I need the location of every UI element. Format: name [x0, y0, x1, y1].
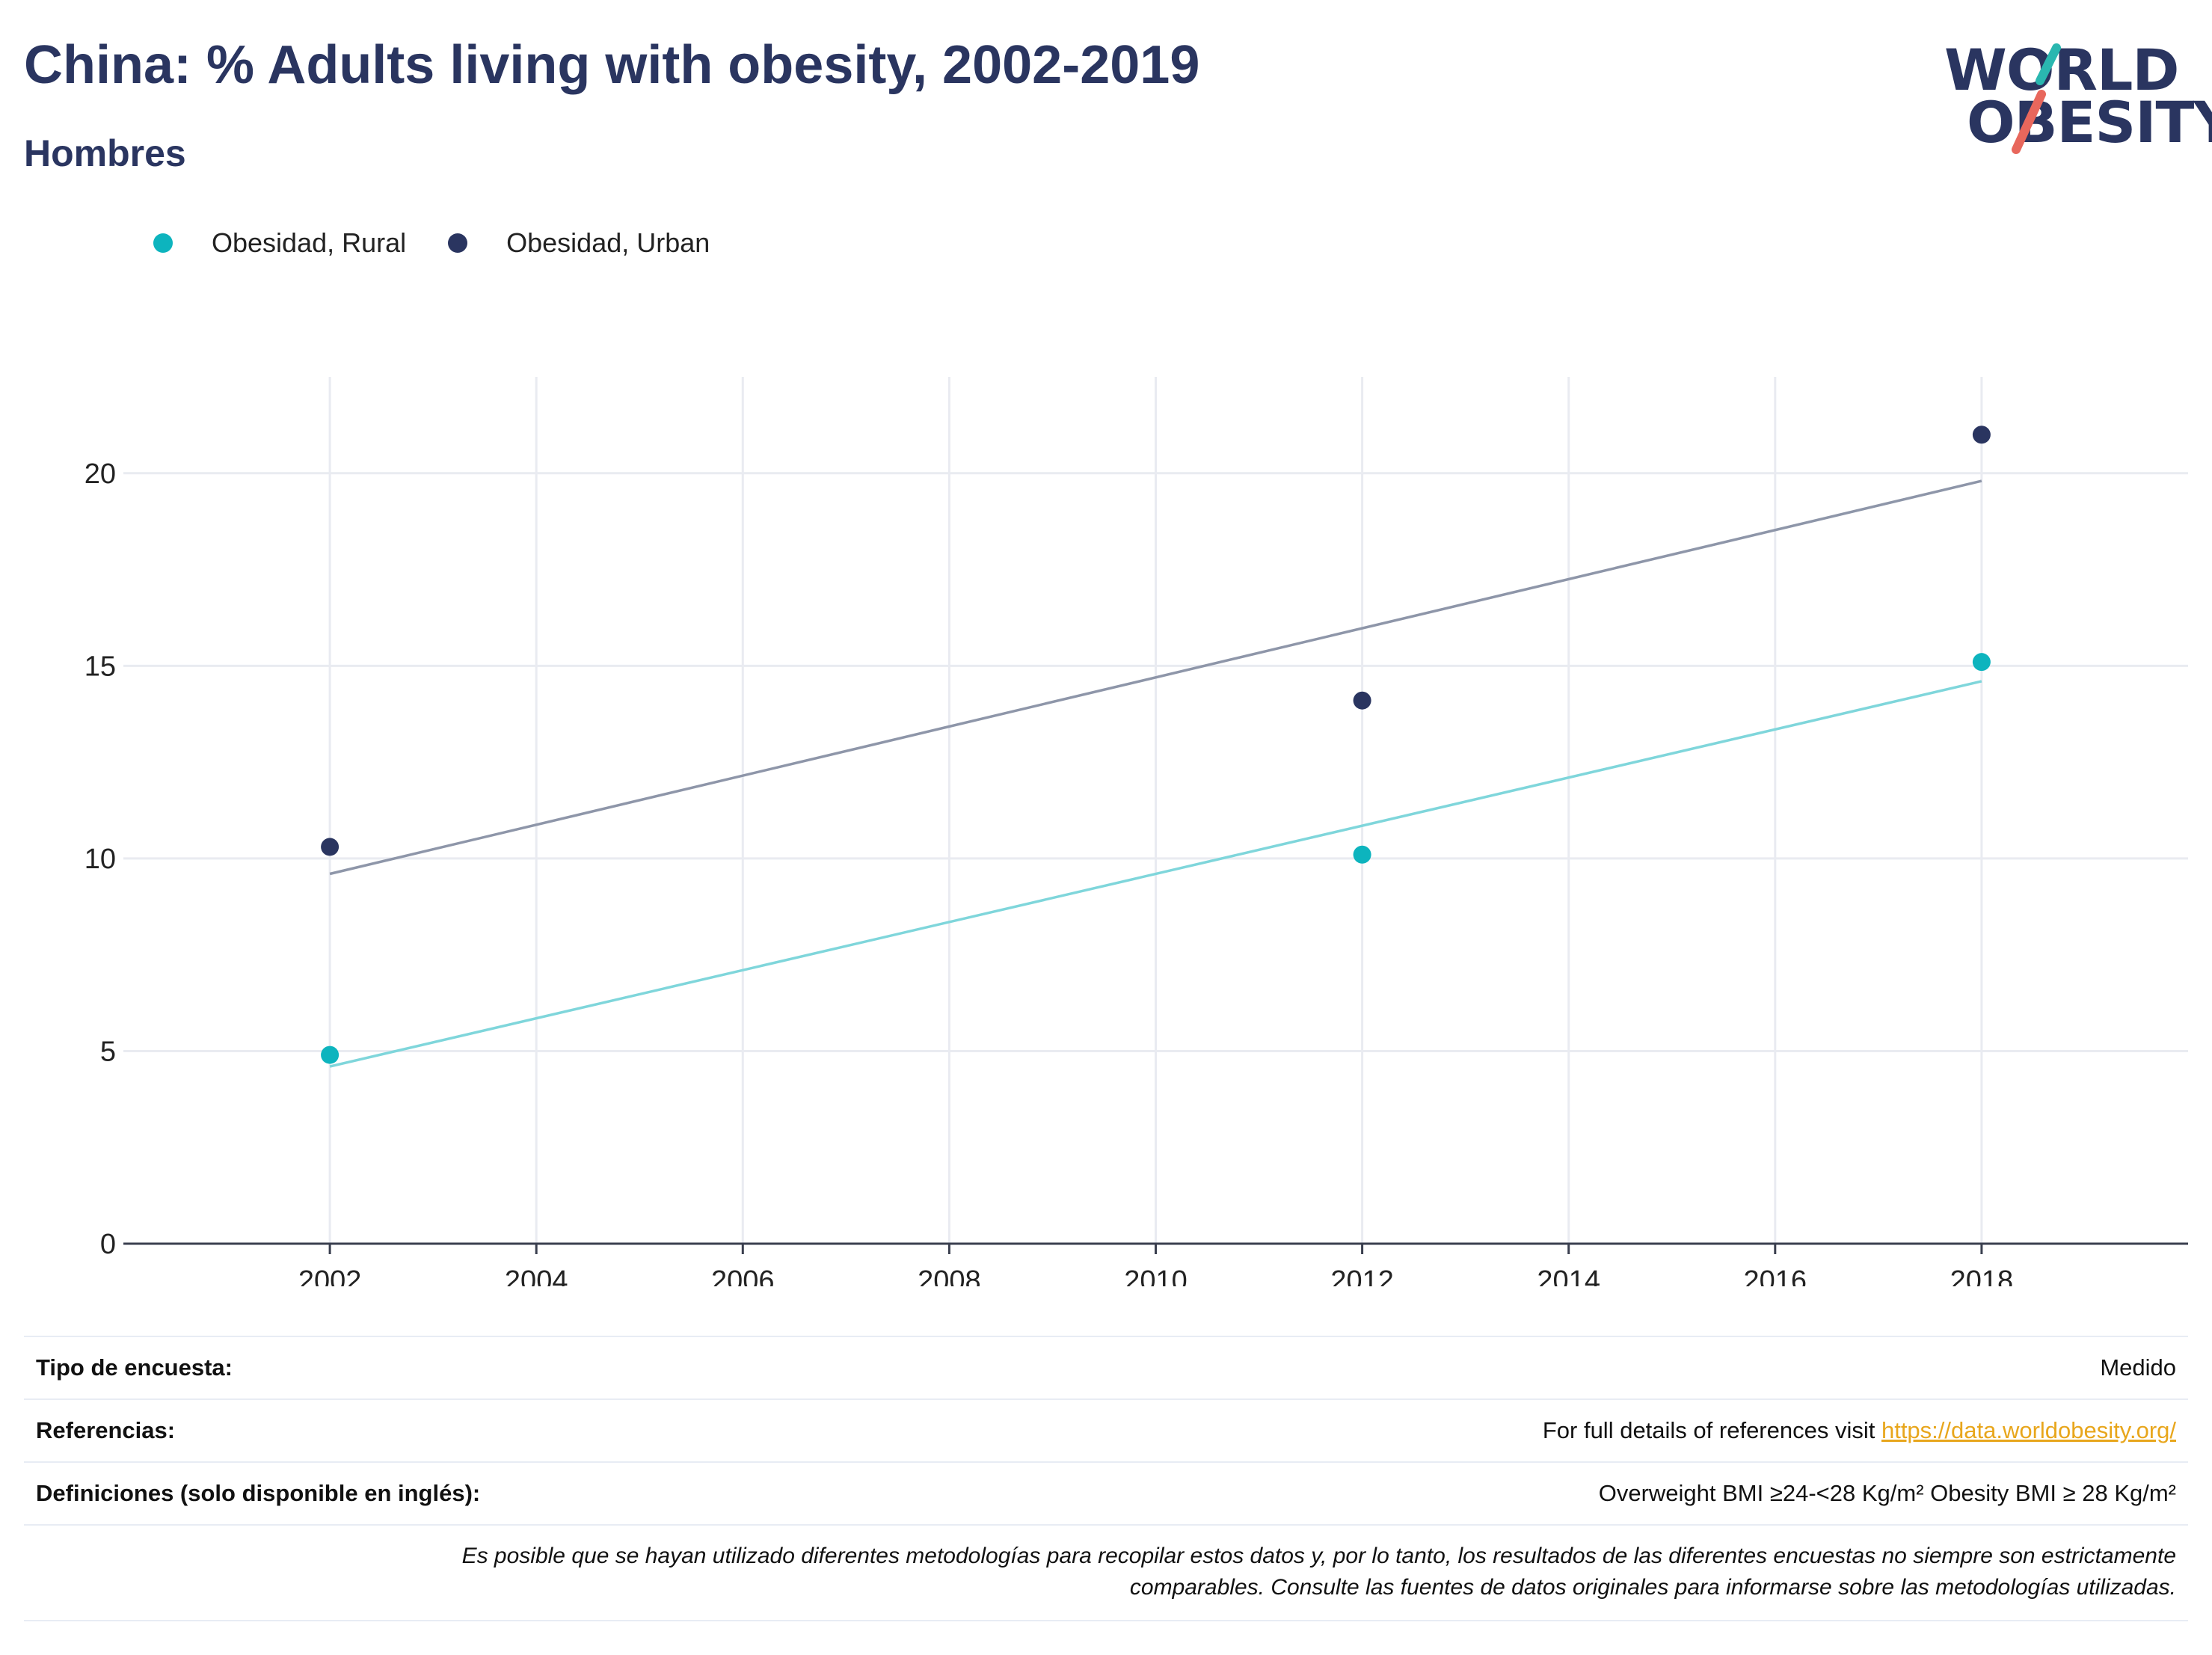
chart-legend: Obesidad, Rural Obesidad, Urban — [153, 224, 752, 262]
trendline-urban — [329, 479, 1982, 876]
definitions-value: Overweight BMI ≥24-<28 Kg/m² Obesity BMI… — [1598, 1480, 2176, 1506]
references-text: For full details of references visit — [1542, 1417, 1881, 1443]
methodology-note-line-1: Es posible que se hayan utilizado difere… — [461, 1544, 2176, 1568]
chart-subtitle: Hombres — [24, 132, 186, 174]
x-tick-label: 2014 — [1537, 1265, 1600, 1286]
info-table: Tipo de encuesta: Medido Referencias: Fo… — [24, 1336, 2188, 1621]
logo-slash-icon — [2012, 43, 2061, 154]
legend-marker-rural — [153, 233, 173, 253]
survey-type-label: Tipo de encuesta: — [36, 1354, 233, 1381]
references-link[interactable]: https://data.worldobesity.org/ — [1881, 1417, 2176, 1443]
info-row-definitions: Definiciones (solo disponible en inglés)… — [24, 1461, 2188, 1524]
y-tick-label: 10 — [85, 844, 116, 875]
page-title: China: % Adults living with obesity, 200… — [24, 35, 1200, 95]
data-point-urban — [1972, 426, 1991, 444]
x-tick-label: 2010 — [1124, 1265, 1188, 1286]
methodology-note-line-2: comparables. Consulte las fuentes de dat… — [1129, 1575, 2176, 1600]
data-point-urban — [1353, 691, 1371, 710]
world-obesity-logo[interactable]: WORLD OBESITY — [1944, 22, 2212, 165]
scatter-chart: 2002 2004 2006 2008 2010 2012 2014 2016 2018 0 5 10… — [85, 377, 2188, 1286]
data-point-rural — [1353, 845, 1371, 864]
x-tick-label: 2018 — [1950, 1265, 2014, 1286]
y-tick-label: 5 — [100, 1036, 116, 1067]
logo-word-world: WORLD — [1944, 37, 2179, 103]
legend-label-urban: Obesidad, Urban — [506, 227, 710, 258]
data-point-urban — [321, 838, 340, 856]
definitions-label: Definiciones (solo disponible en inglés)… — [36, 1480, 481, 1506]
legend-marker-urban — [448, 233, 468, 253]
x-tick-label: 2006 — [711, 1265, 775, 1286]
data-point-rural — [1972, 653, 1991, 672]
y-tick-label: 15 — [85, 651, 116, 682]
x-tick-label: 2008 — [918, 1265, 981, 1286]
legend-item-rural[interactable]: Obesidad, Rural — [153, 227, 406, 259]
references-label: Referencias: — [36, 1417, 176, 1443]
x-tick-label: 2016 — [1744, 1265, 1807, 1286]
legend-label-rural: Obesidad, Rural — [212, 227, 407, 258]
info-row-survey-type: Tipo de encuesta: Medido — [24, 1336, 2188, 1398]
survey-type-value: Medido — [2100, 1354, 2176, 1381]
methodology-note: Es posible que se hayan utilizado difere… — [24, 1524, 2188, 1621]
y-tick-label: 20 — [85, 458, 116, 490]
x-tick-label: 2012 — [1330, 1265, 1394, 1286]
y-tick-label: 0 — [100, 1229, 116, 1260]
logo-word-obesity: OBESITY — [1967, 89, 2212, 156]
x-tick-label: 2002 — [298, 1265, 362, 1286]
x-tick-label: 2004 — [505, 1265, 568, 1286]
references-value: For full details of references visit htt… — [1543, 1417, 2176, 1444]
data-point-rural — [321, 1045, 340, 1064]
info-row-references: Referencias: For full details of referen… — [24, 1398, 2188, 1461]
trendline-rural — [329, 680, 1982, 1068]
legend-item-urban[interactable]: Obesidad, Urban — [448, 227, 710, 259]
